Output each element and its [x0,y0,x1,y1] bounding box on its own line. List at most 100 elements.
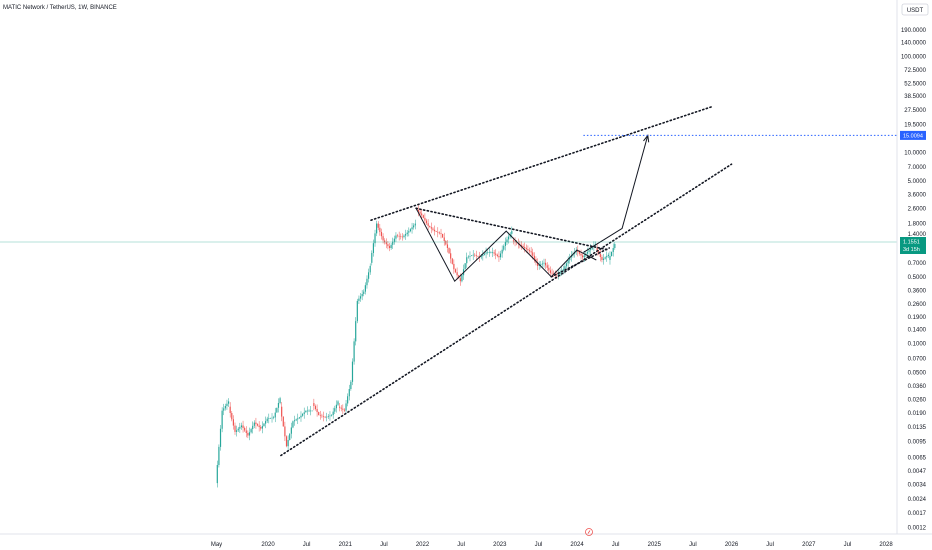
candle-body [564,266,566,270]
time-tick-label: 2028 [879,542,893,548]
candle-body [485,252,487,254]
candle-body [313,403,315,407]
candle-body [342,408,344,410]
candle-body [237,428,239,431]
candle-body [256,424,259,426]
currency-badge[interactable]: USDT [901,3,929,16]
time-tick-label: 2020 [261,542,275,548]
candle-body [388,246,391,248]
candle-body [297,418,299,420]
candle-body [403,235,405,238]
candle-body [565,263,568,267]
price-tick-label: 0.0047 [908,469,927,475]
candle-body [292,421,294,428]
candle-body [223,408,225,411]
candle-body [324,416,326,418]
candle-body [590,248,592,251]
candle-body [231,412,233,420]
candle-body [551,272,553,274]
candle-body [532,252,534,256]
current-price-tag [900,237,926,254]
candle-body [340,407,342,409]
candle-body [221,410,223,429]
ascending-wedge-bottom-line [550,247,611,278]
candle-body [562,269,564,271]
candle-body [326,416,328,418]
candle-body [408,231,410,233]
price-tick-label: 0.0034 [908,482,927,488]
candle-body [303,412,305,415]
candle-body [266,418,268,422]
price-tick-label: 27.5000 [904,108,926,114]
candle-body [253,422,255,426]
candle-body [607,254,609,257]
candle-body [396,235,399,237]
candle-body [218,446,220,465]
candle-body [284,426,286,437]
candle-body [356,300,358,322]
candle-body [379,227,381,232]
candle-body [543,262,545,264]
candle-body [302,414,304,416]
candle-body [527,249,529,251]
candle-body [504,242,506,246]
candle-body [409,229,412,232]
candle-body [316,409,318,413]
candle-body [398,235,400,237]
drawings-layer [0,105,897,457]
candle-body [245,430,247,433]
candle-body [343,409,346,411]
candle-body [268,418,270,419]
candle-body [464,263,466,270]
price-tick-label: 7.0000 [908,165,927,171]
candle-body [536,262,539,266]
candle-body [530,251,532,253]
candle-body [559,272,561,274]
candle-body [480,256,482,258]
price-tick-label: 0.1900 [908,315,927,321]
candle-body [318,412,320,416]
candle-body [569,257,571,261]
time-axis[interactable]: May 2020 Jul 2021 Jul 2022 Jul 2023 Jul 2024 Jul 20… [211,542,894,548]
price-axis[interactable]: 190.0000 140.0000 100.0000 72.5000 52.5000 38… [901,28,927,532]
price-tick-label: 0.5000 [908,275,927,281]
candle-body [285,436,288,447]
price-tick-label: 19.5000 [904,123,926,129]
price-tick-label: 10.0000 [904,150,926,156]
candle-body [511,231,513,234]
candle-body [405,234,407,236]
candle-body [236,430,238,432]
candle-body [496,254,498,257]
candle-body [330,415,333,416]
candle-body [406,232,408,235]
candle-body [377,223,379,228]
time-tick-label: Jul [844,542,852,548]
candle-body [401,236,403,238]
price-tick-label: 0.1400 [908,328,927,334]
candle-body [588,250,590,252]
candle-body [382,236,384,241]
candle-body [345,403,347,411]
candle-body [586,251,589,254]
candle-body [247,433,249,436]
candle-body [451,258,453,264]
target-price-tag [900,130,926,140]
price-tick-label: 0.7000 [908,261,927,267]
price-tick-label: 1.8000 [908,222,927,228]
tradingview-logo-icon [585,528,593,536]
candle-body [414,223,416,226]
candle-body [252,425,254,430]
candle-body [290,427,292,434]
candle-body [446,244,449,248]
candle-body [540,264,542,266]
candle-body [501,249,503,254]
candle-body [335,404,337,409]
candle-body [525,247,527,250]
price-tick-label: 2.6000 [908,206,927,212]
price-tick-label: 5.0000 [908,179,927,185]
target-price-value: 15.0094 [903,133,923,139]
candle-body [248,432,251,436]
candle-body [490,252,492,253]
candle-body [549,270,552,273]
